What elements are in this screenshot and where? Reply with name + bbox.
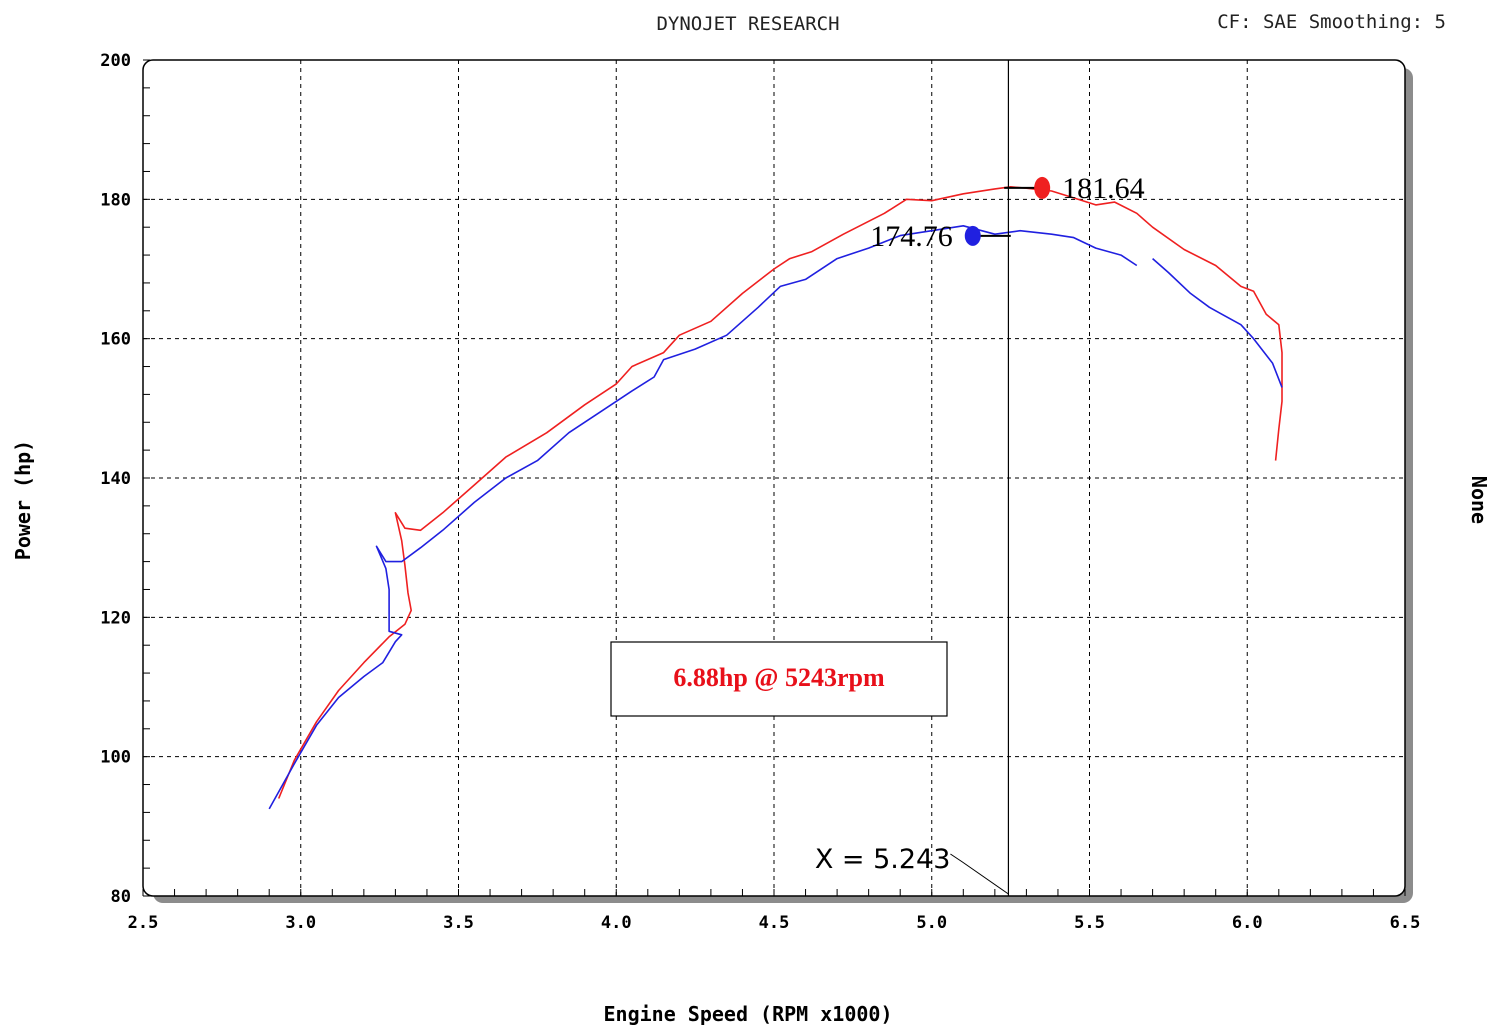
x-tick-label: 3.5 [443,913,474,933]
annotation-box: 6.88hp @ 5243rpm [610,641,948,717]
y-tick-label: 180 [100,190,131,210]
y-tick-label: 140 [100,469,131,489]
x-tick-label: 4.5 [759,913,790,933]
y-tick-label: 120 [100,608,131,628]
right-axis-title: None [1467,476,1491,524]
correction-settings: CF: SAE Smoothing: 5 [1217,11,1446,33]
x-tick-label: 6.5 [1390,913,1421,933]
y-tick-label: 200 [100,51,131,71]
peak-marker [1034,176,1051,199]
annotation-text: 6.88hp @ 5243rpm [673,663,885,692]
grid [143,60,1405,896]
x-tick-label: 5.5 [1074,913,1105,933]
series-line-3 [1152,257,1283,388]
y-axis-title: Power (hp) [11,440,35,560]
annotation-frame [610,641,948,717]
peak-marker [964,225,981,246]
y-tick-label: 80 [111,887,131,907]
x-tick-label: 5.0 [916,913,947,933]
cursor-readout: X = 5.243 [815,844,951,875]
x-tick-label: 4.0 [601,913,632,933]
series-line-1 [277,186,1283,799]
tick-labels: 2.5 3.0 3.5 4.0 4.5 5.0 5.5 6.0 6.5 80 100 120 140 16… [100,51,1420,933]
x-tick-label: 2.5 [128,913,159,933]
cursor-layer: X = 5.243 [815,60,1010,896]
y-tick-label: 100 [100,748,131,768]
series-layer: 181.64 174.76 [268,172,1283,810]
x-axis-title: Engine Speed (RPM x1000) [604,1002,893,1026]
x-tick-label: 3.0 [285,913,316,933]
minor-ticks [142,59,1406,897]
cursor-pointer [950,853,1009,895]
x-tick-label: 6.0 [1232,913,1263,933]
y-tick-label: 160 [100,330,131,350]
peak-label: 174.76 [870,220,953,253]
peak-label: 181.64 [1062,172,1145,205]
chart-title: DYNOJET RESEARCH [656,13,839,35]
